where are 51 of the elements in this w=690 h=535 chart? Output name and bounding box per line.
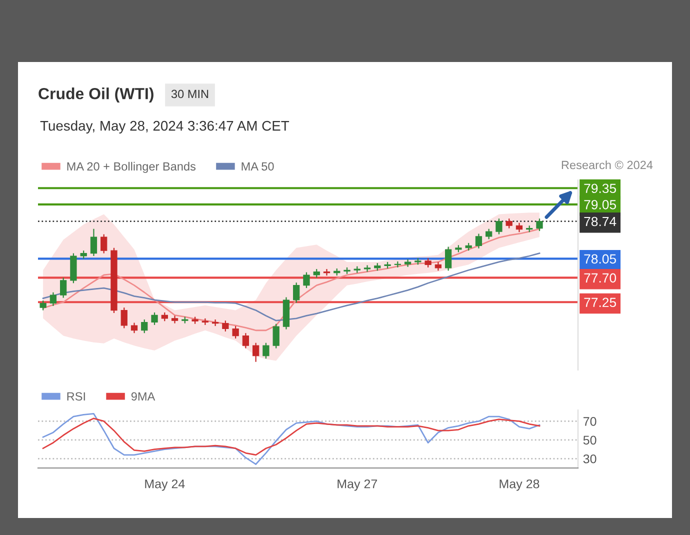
legend-label: 9MA [131,392,156,401]
candlestick [536,218,543,232]
candlestick [90,228,98,257]
text: 30 MIN [171,90,208,98]
line-series [42,418,540,456]
candlestick [293,282,300,304]
y-tick-label: 77.70 [584,273,616,283]
candlestick [303,272,310,289]
candlestick [486,228,492,240]
y-tick-label: 79.05 [584,200,616,210]
chart-title: Crude Oil (WTI) [38,88,154,102]
candlestick [232,325,239,340]
x-tick-label: May 24 [145,479,185,491]
candlestick [151,312,158,326]
candlestick [50,292,57,306]
candlestick [364,264,371,272]
legend-label: MA 50 [242,162,274,171]
y-tick-label: 77.25 [584,298,616,308]
candlestick [242,332,250,349]
candlestick [222,320,229,332]
candlestick [516,222,523,233]
candlestick [100,234,108,254]
y-tick-label: 79.35 [584,184,616,194]
line-series [42,413,540,465]
legend-label: MA 20 + Bollinger Bands [67,162,196,173]
y-tick-label: 30 [583,454,596,464]
candlestick [141,318,148,334]
y-tick-label: 78.05 [584,254,616,264]
candlestick [424,258,432,268]
candlestick [120,307,128,329]
y-tick-label: 70 [584,417,596,426]
candlestick [506,218,512,229]
text: Research © 2024 [562,160,653,170]
candlestick [252,342,260,362]
legend-label: RSI [67,392,85,401]
y-tick-label: 78.74 [584,216,616,226]
candlestick [496,218,502,235]
x-tick-label: May 27 [338,479,378,491]
candlestick [212,318,219,327]
chart-subtitle: Tuesday, May 28, 2024 3:36:47 AM CET [40,120,290,134]
y-tick-label: 50 [583,436,596,445]
line-series [42,252,540,322]
candlestick [40,300,46,311]
candlestick [262,342,270,360]
candlestick [323,268,330,276]
candlestick [475,233,482,249]
candlestick [60,277,67,298]
candlestick [445,246,452,272]
candlestick [272,323,280,349]
x-tick-label: May 28 [500,479,540,491]
candlestick [130,322,138,334]
